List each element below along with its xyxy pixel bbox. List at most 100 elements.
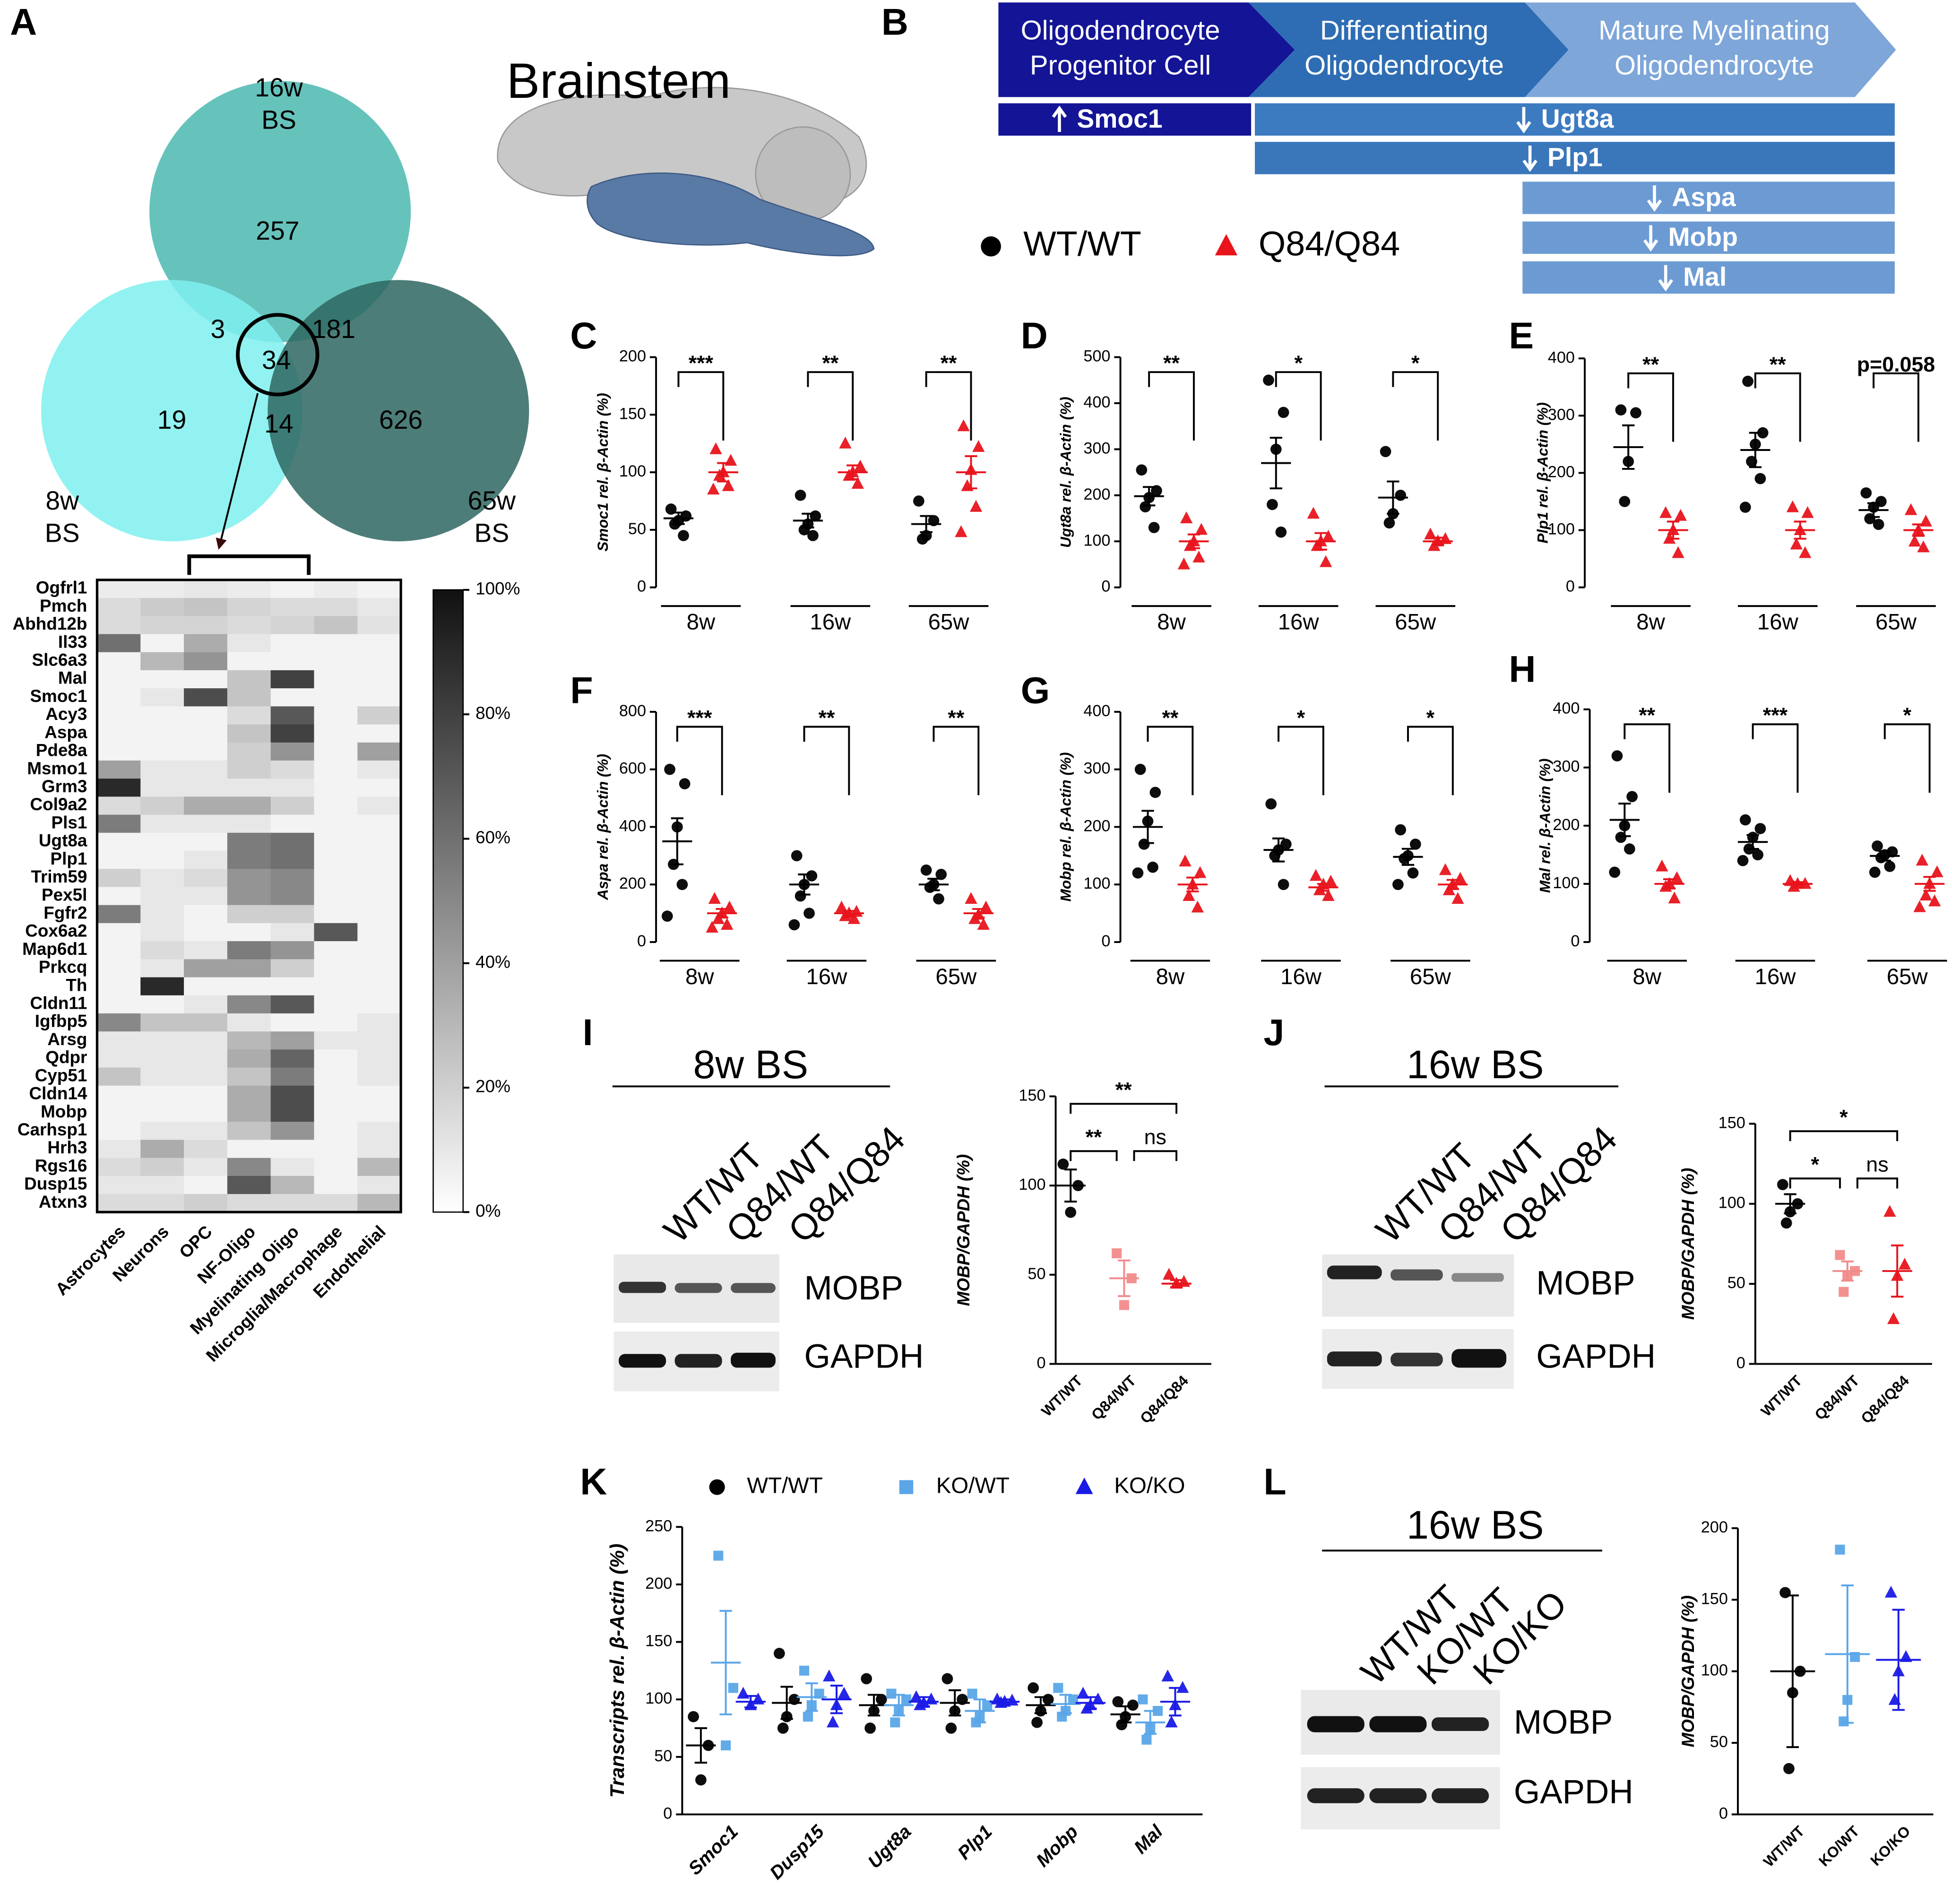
- heatmap-cell: [227, 1049, 271, 1068]
- y-axis-label: Smoc1 rel. β-Actin (%): [594, 393, 611, 551]
- y-tick-label: 100: [1083, 531, 1110, 549]
- heatmap-cell: [314, 1194, 358, 1213]
- data-point: [688, 1711, 699, 1722]
- heatmap-cell: [140, 742, 184, 761]
- data-point: [707, 483, 720, 495]
- heatmap-gene: Cox6a2: [25, 921, 87, 941]
- y-tick-label: 400: [1553, 700, 1580, 718]
- data-point: [1278, 407, 1289, 418]
- heatmap-cell: [184, 1176, 228, 1194]
- heatmap-cell: [184, 851, 228, 870]
- error-bar: [965, 455, 977, 490]
- data-point: [1887, 1312, 1900, 1324]
- error-bar: [1317, 883, 1330, 892]
- gene-bar: [1522, 221, 1895, 254]
- significance-label: *: [1811, 1153, 1820, 1177]
- data-point: [1195, 523, 1208, 535]
- venn-count: 19: [157, 405, 187, 434]
- heatmap-cell: [184, 760, 228, 779]
- heatmap-cell: [184, 580, 228, 598]
- heatmap-cell: [140, 851, 184, 870]
- heatmap-cell: [140, 1158, 184, 1177]
- data-point: [913, 495, 924, 507]
- y-axis-label: Transcripts rel. β-Actin (%): [606, 1543, 628, 1798]
- heatmap-cell: [184, 796, 228, 815]
- heatmap-cell: [184, 1103, 228, 1122]
- data-point: [1783, 1763, 1795, 1774]
- venn-circle: [268, 280, 529, 542]
- x-tick-label: 65w: [1875, 609, 1917, 634]
- heatmap-cell: [184, 670, 228, 689]
- data-point: [807, 530, 819, 541]
- heatmap-cell: [97, 1067, 141, 1086]
- heatmap-cell: [314, 1067, 358, 1086]
- heatmap-cell: [184, 1067, 228, 1086]
- heatmap-cell: [314, 670, 358, 689]
- data-point: [1908, 535, 1921, 547]
- heatmap-cell: [97, 832, 141, 851]
- data-point: [1624, 843, 1635, 855]
- y-tick-label: 0: [1101, 932, 1110, 950]
- heatmap-gene: Cldn11: [30, 994, 87, 1013]
- data-point: [791, 850, 803, 862]
- heatmap-cell: [227, 1158, 271, 1177]
- data-point: [676, 879, 688, 891]
- y-tick-label: 400: [1083, 702, 1110, 720]
- data-point: [695, 1774, 707, 1786]
- heatmap-cell: [270, 1013, 315, 1032]
- data-point: [1835, 1250, 1845, 1260]
- error-bar: [694, 1727, 708, 1764]
- heatmap-cell: [357, 598, 401, 617]
- blot-title: 8w BS: [693, 1042, 808, 1087]
- y-tick-label: 50: [628, 520, 646, 538]
- heatmap-cell: [97, 887, 141, 906]
- x-tick-label: Q84/WT: [1811, 1372, 1863, 1423]
- heatmap-cell: [357, 1176, 401, 1194]
- data-point: [969, 500, 983, 512]
- y-tick-label: 500: [1083, 347, 1110, 365]
- heatmap-cell: [140, 923, 184, 942]
- x-tick-label: Dusp15: [766, 1821, 829, 1884]
- heatmap-cell: [97, 1140, 141, 1159]
- y-tick-label: 400: [1548, 348, 1575, 366]
- x-tick-label: 16w: [1280, 964, 1322, 989]
- significance-bracket: [1407, 726, 1454, 796]
- x-tick-label: 65w: [1887, 964, 1928, 989]
- data-point: [806, 870, 818, 882]
- heatmap-cell: [314, 688, 358, 707]
- x-tick-label: 16w: [810, 609, 851, 634]
- heatmap-cell: [184, 977, 228, 996]
- error-bar: [1841, 1584, 1854, 1724]
- significance-label: **: [819, 706, 835, 730]
- significance-label: *: [1297, 706, 1305, 730]
- heatmap-cell: [357, 1049, 401, 1068]
- error-bar: [1119, 1705, 1132, 1723]
- data-point: [1309, 869, 1322, 881]
- error-bar: [802, 512, 814, 528]
- blot-title: 16w BS: [1407, 1503, 1544, 1547]
- heatmap-cell: [184, 1085, 228, 1104]
- heatmap-cell: [227, 598, 271, 617]
- significance-bracket: [677, 371, 725, 441]
- heatmap-cell: [357, 724, 401, 743]
- heatmap-gene: Grm3: [42, 777, 87, 796]
- heatmap-cell: [270, 959, 315, 978]
- data-point: [890, 1717, 900, 1728]
- heatmap-cell: [227, 580, 271, 598]
- y-tick-label: 0: [663, 1804, 672, 1822]
- heatmap-cell: [314, 1085, 358, 1104]
- data-point: [972, 440, 985, 452]
- venn-label: BS: [261, 105, 296, 135]
- data-point: [1754, 473, 1766, 485]
- y-tick-label: 150: [619, 405, 646, 423]
- data-point: [1409, 839, 1421, 850]
- down-arrow: [1643, 225, 1658, 252]
- error-bar: [846, 464, 859, 480]
- data-point: [1165, 1715, 1178, 1728]
- heatmap-cell: [227, 869, 271, 888]
- heatmap-cell: [357, 923, 401, 942]
- data-point: [1424, 528, 1437, 540]
- heatmap-cell: [270, 869, 315, 888]
- heatmap-cell: [184, 706, 228, 725]
- heatmap-cell: [184, 1194, 228, 1213]
